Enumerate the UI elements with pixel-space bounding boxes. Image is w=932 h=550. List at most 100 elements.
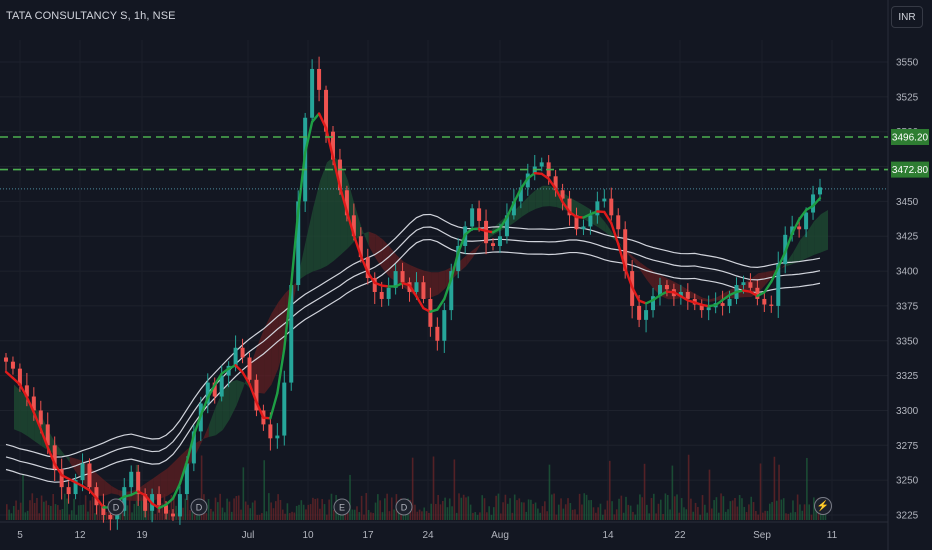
trend-line-segment xyxy=(749,290,759,298)
cloud-segment xyxy=(626,250,634,261)
volume-bar xyxy=(147,502,150,520)
candle-body xyxy=(776,264,781,306)
volume-bar xyxy=(768,503,771,520)
cloud-segment xyxy=(236,379,244,406)
candle-body xyxy=(351,215,356,237)
volume-bar xyxy=(806,457,808,520)
trend-line-segment xyxy=(797,208,808,221)
volume-bar xyxy=(460,497,463,520)
volume-bar xyxy=(279,500,282,520)
trend-line-segment xyxy=(178,460,189,485)
candle-body xyxy=(157,494,162,506)
volume-bar xyxy=(432,456,435,520)
trend-line-segment xyxy=(784,232,794,254)
trend-line-segment xyxy=(220,367,230,375)
candle-body xyxy=(400,271,405,283)
trend-line-segment xyxy=(345,210,356,237)
volume-bar xyxy=(560,498,562,520)
volume-bar xyxy=(539,512,541,520)
candle-body xyxy=(741,282,746,286)
trend-line-segment xyxy=(429,308,439,313)
volume-bar xyxy=(221,507,224,520)
volume-bar xyxy=(230,511,233,520)
volume-bar xyxy=(578,493,581,520)
volume-bar xyxy=(411,457,414,520)
volume-bar xyxy=(40,495,43,520)
candle-body xyxy=(685,291,690,299)
volume-bar xyxy=(94,513,96,520)
currency-button[interactable]: INR xyxy=(891,6,923,28)
trend-line-segment xyxy=(95,496,105,509)
volume-bar xyxy=(441,500,444,520)
volume-bar xyxy=(613,514,616,520)
volume-bar xyxy=(704,504,706,520)
candle-body xyxy=(797,226,802,230)
trend-line-segment xyxy=(276,347,286,395)
volume-bar xyxy=(205,513,208,520)
cloud-segment xyxy=(327,156,335,266)
volume-bar xyxy=(332,509,335,520)
candle-body xyxy=(657,285,662,297)
cloud-segment xyxy=(695,294,703,301)
trend-line-segment xyxy=(255,400,265,419)
candle-body xyxy=(762,298,767,305)
trend-line-segment xyxy=(804,204,815,212)
bolt-icon[interactable]: ⚡ xyxy=(814,497,832,515)
volume-bar xyxy=(77,505,80,520)
volume-bar xyxy=(611,501,613,520)
volume-bar xyxy=(251,502,254,520)
volume-bar xyxy=(717,512,720,520)
trend-line-segment xyxy=(477,227,488,233)
volume-bar xyxy=(52,493,54,520)
candle-body xyxy=(525,173,530,188)
candle-body xyxy=(177,494,182,517)
volume-bar xyxy=(757,514,759,520)
volume-bar xyxy=(557,504,560,520)
cloud-segment xyxy=(201,425,209,442)
volume-bar xyxy=(228,501,231,520)
candle-body xyxy=(386,287,391,299)
volume-bar xyxy=(666,495,669,520)
candle-body xyxy=(184,463,189,495)
cloud-segment xyxy=(716,293,724,301)
volume-bar xyxy=(133,504,136,520)
candle-body xyxy=(164,505,169,514)
trend-line-segment xyxy=(18,383,29,399)
volume-bar xyxy=(808,504,811,520)
candle-body xyxy=(574,215,579,230)
volume-bar xyxy=(212,511,214,520)
trend-line-segment xyxy=(206,383,216,400)
candle-body xyxy=(560,190,565,199)
volume-bar xyxy=(562,508,565,520)
cloud-segment xyxy=(257,328,265,394)
trend-line-segment xyxy=(39,427,49,449)
trend-line-segment xyxy=(623,267,634,289)
volume-bar xyxy=(488,506,490,520)
volume-bar xyxy=(182,507,184,520)
volume-bar xyxy=(773,456,776,520)
event-marker-label: D xyxy=(113,503,120,513)
trend-line-segment xyxy=(241,371,251,386)
volume-bar xyxy=(346,513,349,520)
trend-line-segment xyxy=(408,284,418,298)
volume-bar xyxy=(377,494,379,520)
trend-line-segment xyxy=(67,477,77,484)
volume-bar xyxy=(708,469,711,520)
volume-bar xyxy=(803,504,806,520)
volume-bar xyxy=(641,497,644,520)
volume-bar xyxy=(70,510,73,520)
volume-bar xyxy=(200,455,203,520)
volume-bar xyxy=(344,512,347,520)
candle-body xyxy=(143,494,148,511)
cloud-segment xyxy=(542,185,550,207)
volume-bar xyxy=(574,509,576,520)
volume-bar xyxy=(520,502,523,520)
candle-body xyxy=(414,282,419,292)
cloud-segment xyxy=(709,297,717,302)
cloud-segment xyxy=(535,185,543,209)
volume-bar xyxy=(63,493,66,520)
volume-bar xyxy=(462,494,465,520)
volume-bar xyxy=(82,504,85,520)
volume-bar xyxy=(653,493,655,520)
